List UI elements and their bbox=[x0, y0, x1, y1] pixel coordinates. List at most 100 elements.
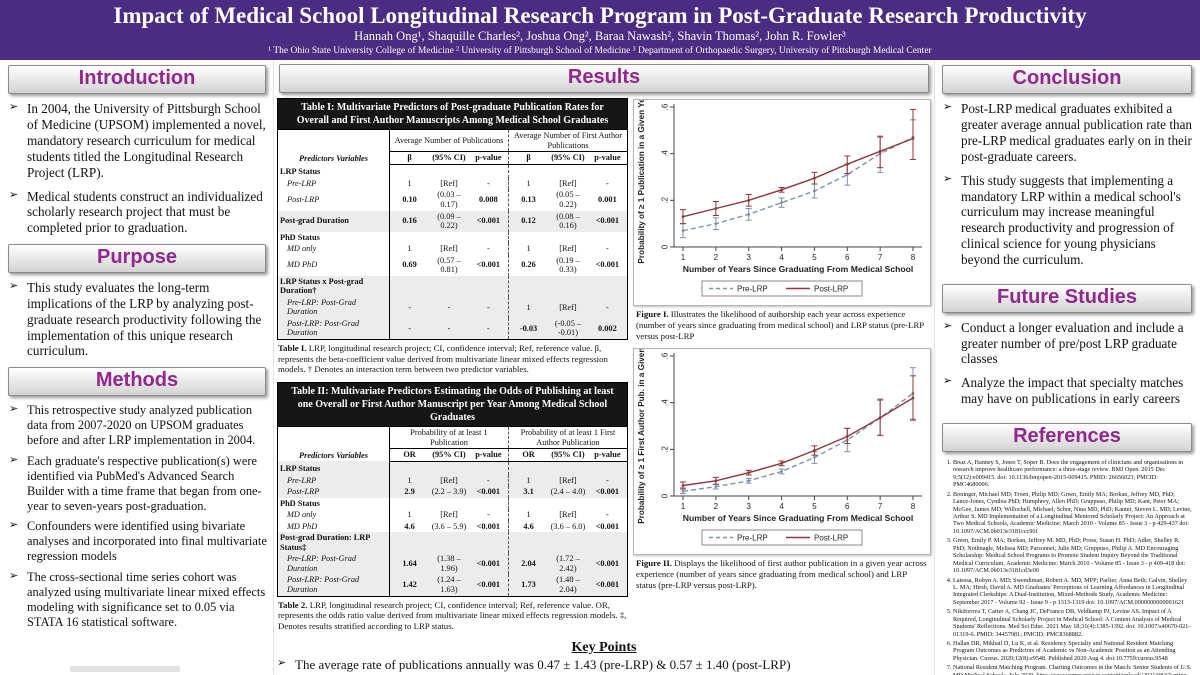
table-cell: - bbox=[487, 244, 490, 254]
methods-bullet: This retrospective study analyzed public… bbox=[9, 403, 267, 448]
conclusion-list: Post-LRP medical graduates exhibited a g… bbox=[940, 101, 1194, 275]
conclusion-bullet: This study suggests that implementing a … bbox=[943, 173, 1193, 268]
svg-text:5: 5 bbox=[812, 502, 817, 511]
table-cell bbox=[390, 276, 430, 297]
table-cell bbox=[548, 532, 588, 553]
svg-text:3: 3 bbox=[746, 253, 751, 262]
row-label: Post-LRP bbox=[277, 486, 390, 498]
table-cell: <0.001 bbox=[476, 559, 501, 569]
row-label: MD PhD bbox=[277, 254, 390, 276]
figure-1: 0 .2 .4 .6 1 2 3 4 5 6 7 8 Number of Years Since Gra… bbox=[633, 90, 931, 307]
figure-1-caption-label: Figure I. bbox=[636, 309, 669, 320]
table-cell bbox=[469, 232, 509, 244]
table-cell bbox=[429, 164, 469, 178]
table-sub-header: p-value bbox=[468, 151, 509, 165]
figure-2-caption: Figure II. Displays the likelihood of fi… bbox=[636, 558, 928, 590]
table-cell: <0.001 bbox=[476, 580, 501, 590]
table-cell bbox=[390, 498, 430, 510]
table-cell: 0.12 bbox=[507, 210, 549, 232]
figure-2-caption-text: Displays the likelihood of first author … bbox=[636, 558, 927, 590]
table-row: Post-LRP: Post-Grad Duration 1.42 (1.24 – … bbox=[277, 574, 628, 597]
section-header-future-studies: Future Studies bbox=[942, 283, 1192, 313]
table-cell: 1 bbox=[507, 243, 549, 255]
introduction-bullet: Medical students construct an individual… bbox=[9, 189, 267, 237]
svg-text:2: 2 bbox=[714, 253, 719, 262]
poster-body: Introduction In 2004, the University of … bbox=[0, 60, 1200, 675]
table-row: Pre-LRP: Post-Grad Duration 1.64 (1.38 – 1… bbox=[277, 553, 628, 575]
table-cell: (2.4 – 4.0) bbox=[550, 487, 586, 497]
table-cell bbox=[507, 461, 549, 475]
table-row: PhD Status bbox=[277, 497, 628, 510]
table-sub-header: OR bbox=[507, 448, 549, 462]
right-column: Conclusion Post-LRP medical graduates ex… bbox=[935, 60, 1200, 675]
table-1: Predictors Variables Average Number of Pu… bbox=[277, 129, 628, 340]
table-cell: 1 bbox=[507, 509, 549, 521]
table-cell: (0.57 – 0.81) bbox=[437, 255, 461, 275]
row-label: Pre-LRP bbox=[277, 177, 390, 190]
table-cell: 4.6 bbox=[507, 520, 549, 533]
table-cell: <0.001 bbox=[595, 260, 620, 270]
table-row: PhD Status bbox=[277, 231, 628, 244]
svg-text:.6: .6 bbox=[661, 103, 670, 110]
table-cell bbox=[588, 276, 628, 297]
table-cell bbox=[507, 275, 549, 297]
methods-bullet: The cross-sectional time series cohort w… bbox=[9, 570, 267, 630]
table-cell: (-0.05 – -0.01) bbox=[554, 318, 582, 338]
svg-text:7: 7 bbox=[878, 502, 883, 511]
row-label: MD only bbox=[277, 243, 390, 255]
table-cell: 0.69 bbox=[402, 260, 417, 270]
table-col0-header: Predictors Variables bbox=[277, 129, 390, 165]
table-row: LRP Status bbox=[277, 461, 628, 475]
table-row: Post-grad Duration 0.16 (0.09 – 0.22) <0.00… bbox=[277, 210, 628, 232]
table-cell bbox=[507, 497, 549, 510]
table-cell: 1 bbox=[407, 510, 412, 520]
table-sub-header: p-value bbox=[468, 448, 509, 462]
table-cell: 0.008 bbox=[479, 195, 498, 205]
table-group-header: Probability of at least 1 First Author P… bbox=[507, 426, 628, 450]
row-label: MD only bbox=[277, 509, 390, 521]
table-cell: - bbox=[487, 302, 490, 312]
table-1-caption-text: LRP, longitudinal research project; CI, … bbox=[278, 342, 608, 375]
row-label: LRP Status bbox=[277, 164, 390, 178]
svg-text:8: 8 bbox=[911, 253, 916, 262]
table-cell: - bbox=[606, 302, 609, 312]
table-cell: (0.08 – 0.16) bbox=[556, 211, 580, 231]
figure-1-chart: 0 .2 .4 .6 1 2 3 4 5 6 7 8 Number of Years Since Gra… bbox=[637, 90, 922, 297]
row-label: MD PhD bbox=[277, 520, 390, 533]
future-studies-bullet: Conduct a longer evaluation and include … bbox=[943, 320, 1193, 368]
table-cell: -0.03 bbox=[507, 317, 549, 340]
svg-text:Pre-LRP: Pre-LRP bbox=[737, 534, 768, 543]
section-header-purpose: Purpose bbox=[8, 244, 266, 274]
introduction-list: In 2004, the University of Pittsburgh Sc… bbox=[6, 101, 268, 236]
figure-2: 0 .2 .4 .6 1 2 3 4 5 6 7 8 Number of Years Since Gra… bbox=[633, 328, 931, 556]
row-label: Post-LRP: Post-Grad Duration bbox=[277, 574, 390, 597]
table-cell bbox=[588, 532, 628, 553]
table-cell bbox=[469, 164, 509, 178]
table-cell: (1.38 – 1.96) bbox=[437, 554, 461, 573]
row-label: Pre-LRP bbox=[277, 474, 390, 487]
table-cell: 2.04 bbox=[507, 553, 549, 575]
table-cell: 0.10 bbox=[402, 195, 417, 205]
future-studies-list: Conduct a longer evaluation and include … bbox=[940, 320, 1194, 415]
table-cell: [Ref] bbox=[559, 302, 577, 312]
table-cell: [Ref] bbox=[559, 244, 577, 254]
table-group-header: Probability of at least 1 Publication bbox=[389, 426, 509, 450]
svg-text:1: 1 bbox=[681, 253, 686, 262]
table-cell bbox=[429, 532, 469, 553]
table-cell bbox=[548, 461, 588, 475]
table-cell: 0.002 bbox=[598, 323, 617, 333]
table-cell: 4.6 bbox=[404, 521, 415, 531]
svg-text:Number of Years Since Graduati: Number of Years Since Graduating From Me… bbox=[683, 264, 914, 274]
table-cell: 1 bbox=[507, 296, 549, 318]
introduction-bullet: In 2004, the University of Pittsburgh Sc… bbox=[9, 101, 267, 180]
table-1-title: Table I: Multivariate Predictors of Post… bbox=[277, 98, 628, 130]
table-cell: <0.001 bbox=[595, 521, 620, 531]
table-row: Pre-LRP: Post-Grad Duration - - - 1 [Ref] - bbox=[277, 296, 628, 318]
table-cell bbox=[429, 461, 469, 475]
table-cell bbox=[390, 232, 430, 244]
table-cell bbox=[588, 164, 628, 178]
table-cell: [Ref] bbox=[440, 244, 458, 254]
table-row: MD only 1 [Ref] - 1 [Ref] - bbox=[277, 243, 628, 255]
svg-text:8: 8 bbox=[911, 502, 916, 511]
table-cell: 0.001 bbox=[598, 195, 617, 205]
